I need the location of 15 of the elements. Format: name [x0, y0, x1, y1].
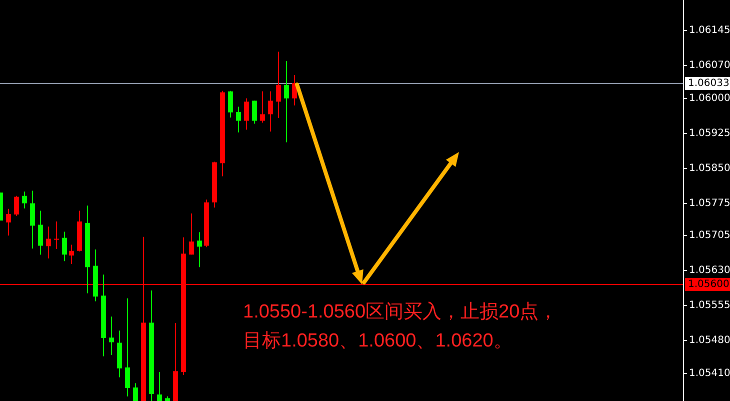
- ref-line-label: 1.06033: [688, 78, 730, 89]
- y-tick-label: 1.06070: [689, 60, 730, 71]
- y-tick-label: 1.06145: [689, 25, 730, 36]
- y-tick-label: 1.05850: [689, 163, 730, 174]
- y-tick-label: 1.05705: [689, 230, 730, 241]
- annotation: 目标1.0580、1.0600、1.0620。: [243, 330, 512, 352]
- y-tick-label: 1.05410: [689, 368, 730, 379]
- y-tick-label: 1.06000: [689, 93, 730, 104]
- y-tick-label: 1.05925: [689, 128, 730, 139]
- y-tick-label: 1.05630: [689, 265, 730, 276]
- annotation: 1.0550-1.0560区间买入，止损20点，: [243, 302, 558, 322]
- ref-line-label: 1.05600: [688, 279, 730, 290]
- y-tick-label: 1.05775: [689, 198, 730, 209]
- y-tick-label: 1.05480: [689, 335, 730, 346]
- y-tick-label: 1.05555: [689, 300, 730, 311]
